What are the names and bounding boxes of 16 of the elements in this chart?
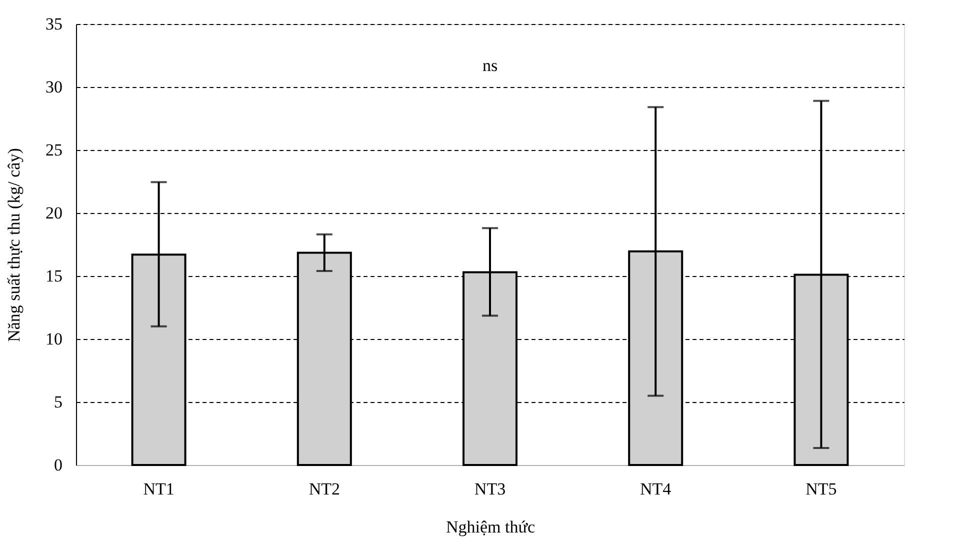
x-tick-label: NT5 xyxy=(806,480,837,498)
y-tick-label: 15 xyxy=(46,266,62,286)
y-axis-title: Năng suất thực thu (kg/ cây) xyxy=(4,148,24,342)
x-tick-label: NT4 xyxy=(640,480,672,498)
y-tick-label: 20 xyxy=(46,204,62,222)
y-tick-label: 25 xyxy=(46,140,62,160)
x-tick-label: NT2 xyxy=(308,480,340,498)
x-tick-label: NT1 xyxy=(143,480,174,498)
y-tick-label: 10 xyxy=(46,330,62,348)
x-axis-title: Nghiệm thức xyxy=(446,518,536,536)
y-tick-label: 35 xyxy=(46,14,62,34)
annotation: ns xyxy=(482,56,498,75)
x-tick-label: NT3 xyxy=(474,480,506,498)
y-tick-label: 30 xyxy=(46,78,62,96)
y-tick-label: 0 xyxy=(54,456,62,474)
y-tick-label: 5 xyxy=(54,392,62,412)
